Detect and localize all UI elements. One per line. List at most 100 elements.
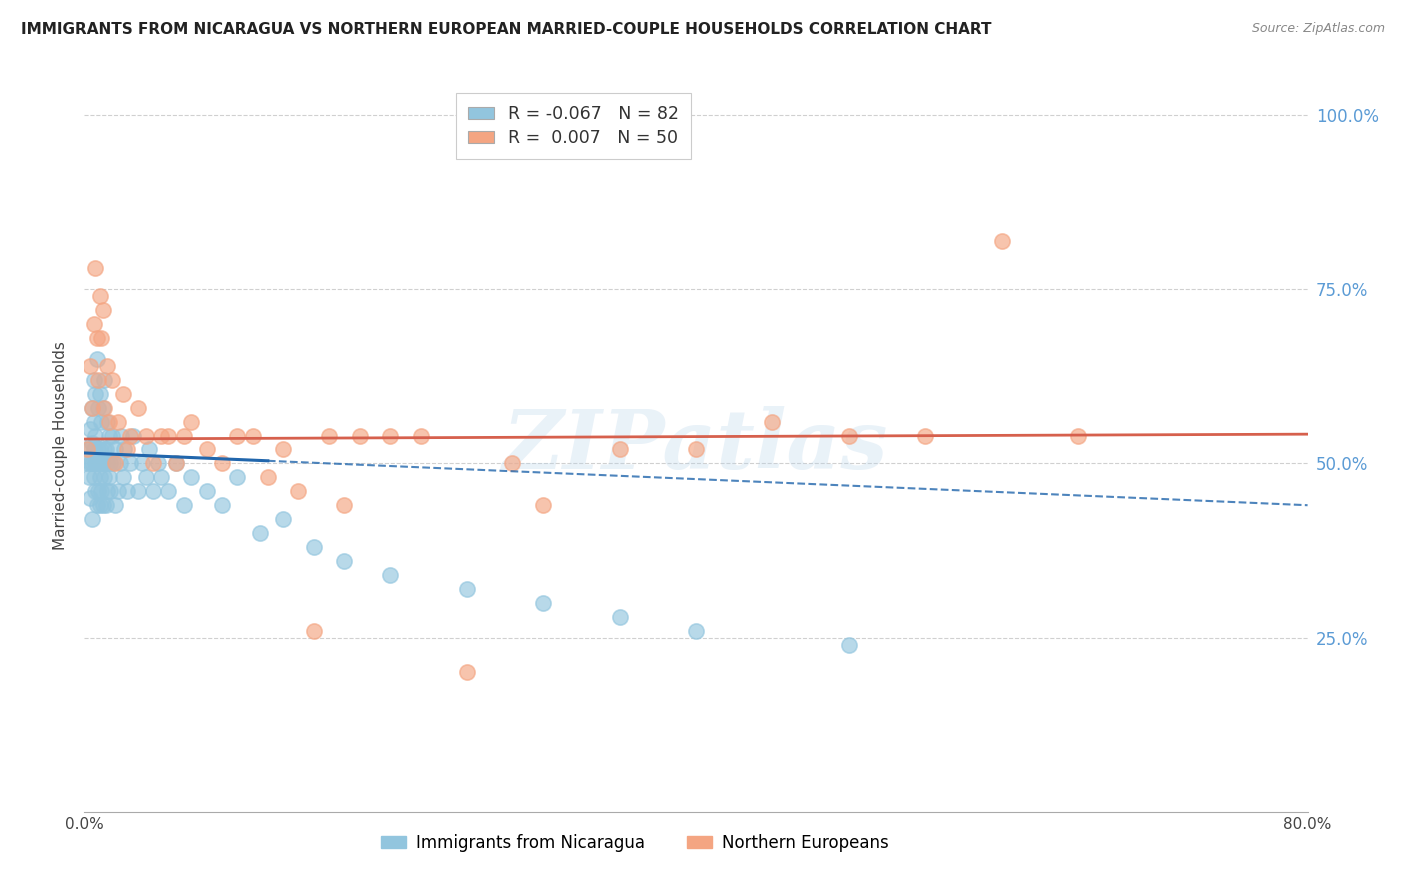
Point: [84, 386, 107, 401]
Point: [271, 512, 294, 526]
Point: [149, 428, 172, 442]
Point: [87, 484, 110, 499]
Point: [157, 428, 180, 442]
Point: [103, 457, 125, 471]
Point: [302, 624, 325, 638]
Point: [111, 470, 134, 484]
Point: [180, 415, 202, 429]
Point: [84, 261, 107, 276]
Point: [685, 624, 707, 638]
Point: [838, 428, 860, 442]
Y-axis label: Married-couple Households: Married-couple Households: [53, 342, 69, 550]
Point: [456, 582, 478, 596]
Point: [318, 428, 340, 442]
Point: [91, 401, 114, 415]
Point: [87, 442, 110, 457]
Point: [96, 359, 118, 373]
Point: [838, 638, 860, 652]
Point: [84, 484, 107, 499]
Point: [226, 470, 249, 484]
Point: [93, 373, 115, 387]
Point: [131, 457, 153, 471]
Point: [93, 442, 115, 457]
Point: [165, 457, 187, 471]
Text: ZIPatlas: ZIPatlas: [503, 406, 889, 486]
Point: [96, 457, 118, 471]
Point: [83, 317, 105, 331]
Point: [685, 442, 707, 457]
Point: [89, 470, 111, 484]
Point: [115, 484, 138, 499]
Point: [86, 331, 108, 345]
Point: [101, 373, 124, 387]
Point: [380, 567, 402, 582]
Point: [83, 442, 105, 457]
Legend: Immigrants from Nicaragua, Northern Europeans: Immigrants from Nicaragua, Northern Euro…: [374, 827, 896, 858]
Point: [115, 442, 138, 457]
Point: [87, 401, 110, 415]
Point: [96, 484, 118, 499]
Point: [97, 428, 120, 442]
Point: [91, 457, 114, 471]
Point: [120, 428, 142, 442]
Point: [83, 415, 105, 429]
Point: [173, 498, 195, 512]
Point: [93, 401, 115, 415]
Point: [761, 415, 783, 429]
Point: [333, 554, 356, 568]
Point: [195, 484, 218, 499]
Text: IMMIGRANTS FROM NICARAGUA VS NORTHERN EUROPEAN MARRIED-COUPLE HOUSEHOLDS CORRELA: IMMIGRANTS FROM NICARAGUA VS NORTHERN EU…: [21, 22, 991, 37]
Point: [249, 526, 271, 541]
Point: [211, 457, 233, 471]
Point: [1067, 428, 1090, 442]
Point: [79, 457, 101, 471]
Point: [97, 470, 120, 484]
Point: [142, 484, 165, 499]
Point: [80, 435, 103, 450]
Point: [135, 470, 157, 484]
Point: [101, 428, 124, 442]
Point: [409, 428, 432, 442]
Point: [83, 373, 105, 387]
Point: [104, 457, 127, 471]
Point: [80, 512, 103, 526]
Point: [87, 373, 110, 387]
Point: [77, 442, 100, 457]
Point: [80, 401, 103, 415]
Point: [80, 457, 103, 471]
Point: [127, 401, 149, 415]
Point: [138, 442, 160, 457]
Point: [180, 470, 202, 484]
Point: [97, 415, 120, 429]
Point: [84, 428, 107, 442]
Point: [90, 331, 112, 345]
Point: [135, 428, 157, 442]
Point: [122, 428, 145, 442]
Point: [83, 470, 105, 484]
Point: [531, 498, 554, 512]
Point: [89, 289, 111, 303]
Point: [89, 386, 111, 401]
Point: [86, 351, 108, 366]
Point: [79, 491, 101, 506]
Point: [333, 498, 356, 512]
Point: [142, 457, 165, 471]
Point: [89, 442, 111, 457]
Point: [94, 442, 117, 457]
Point: [127, 484, 149, 499]
Point: [104, 498, 127, 512]
Point: [146, 457, 169, 471]
Point: [84, 457, 107, 471]
Point: [79, 421, 101, 435]
Point: [90, 415, 112, 429]
Point: [242, 428, 264, 442]
Point: [456, 665, 478, 680]
Text: Source: ZipAtlas.com: Source: ZipAtlas.com: [1251, 22, 1385, 36]
Point: [93, 470, 115, 484]
Point: [86, 498, 108, 512]
Point: [609, 442, 631, 457]
Point: [90, 457, 112, 471]
Point: [120, 457, 142, 471]
Point: [349, 428, 371, 442]
Point: [90, 484, 112, 499]
